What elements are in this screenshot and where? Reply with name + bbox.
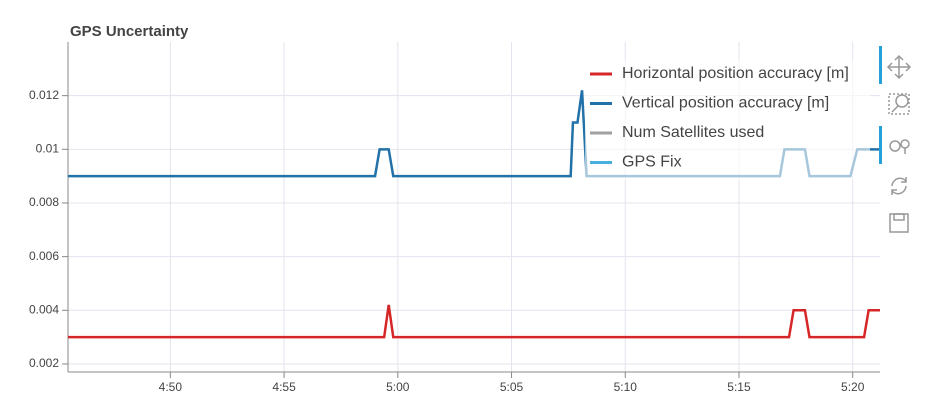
chart-title: GPS Uncertainty: [70, 23, 189, 40]
x-tick-label: 5:20: [841, 380, 865, 394]
x-tick-label: 4:55: [272, 380, 296, 394]
tool-active-indicator: [879, 126, 882, 164]
x-tick-label: 5:00: [386, 380, 410, 394]
x-tick-label: 5:10: [614, 380, 638, 394]
toolbar: [879, 46, 912, 233]
legend-label: GPS Fix: [622, 154, 682, 171]
y-tick-label: 0.006: [29, 249, 59, 263]
legend-label: Horizontal position accuracy [m]: [622, 65, 849, 82]
y-tick-label: 0.004: [29, 302, 59, 316]
x-tick-label: 4:50: [159, 380, 183, 394]
y-tick-label: 0.012: [29, 88, 59, 102]
legend-box: [585, 60, 870, 180]
legend-label: Vertical position accuracy [m]: [622, 95, 829, 112]
hover-tool[interactable]: [889, 139, 910, 154]
x-tick-label: 5:05: [500, 380, 524, 394]
y-tick-label: 0.01: [36, 141, 60, 155]
save-tool[interactable]: [889, 213, 909, 233]
y-tick-label: 0.008: [29, 195, 59, 209]
plot-area: 0.002 0.004 0.006 0.008 0.01 0.012 4:50 4:55 5:0…: [29, 42, 880, 394]
legend-label: Num Satellites used: [622, 124, 764, 141]
tool-active-indicator: [879, 46, 882, 84]
series-line: [68, 304, 880, 339]
reset-tool[interactable]: [891, 177, 907, 195]
y-tick-label: 0.002: [29, 356, 59, 370]
x-tick-label: 5:15: [727, 380, 751, 394]
pan-tool[interactable]: [886, 54, 912, 80]
zoom-tool[interactable]: [888, 93, 910, 115]
